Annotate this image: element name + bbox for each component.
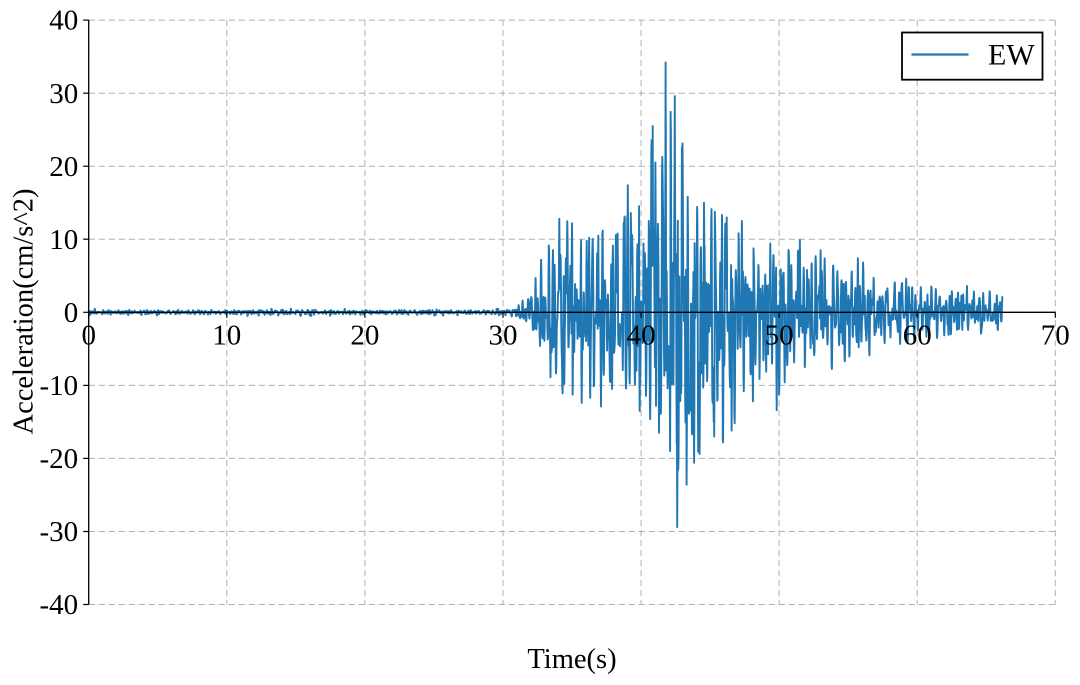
svg-text:30: 30 [489,320,518,352]
svg-text:70: 70 [1041,320,1070,352]
svg-text:0: 0 [81,320,96,352]
svg-text:-10: -10 [40,370,79,402]
svg-text:60: 60 [903,320,932,352]
svg-text:Time(s): Time(s) [527,644,616,675]
svg-text:0: 0 [64,297,79,329]
svg-text:-30: -30 [40,516,79,548]
svg-text:-20: -20 [40,443,79,475]
svg-text:Acceleration(cm/s^2): Acceleration(cm/s^2) [9,188,40,434]
svg-text:40: 40 [627,320,656,352]
svg-text:40: 40 [49,5,78,37]
svg-text:-40: -40 [40,589,79,621]
svg-text:20: 20 [49,151,78,183]
svg-text:50: 50 [765,320,794,352]
svg-text:10: 10 [212,320,241,352]
svg-text:20: 20 [350,320,379,352]
svg-text:30: 30 [49,78,78,110]
svg-text:EW: EW [988,39,1035,72]
svg-text:10: 10 [49,224,78,256]
